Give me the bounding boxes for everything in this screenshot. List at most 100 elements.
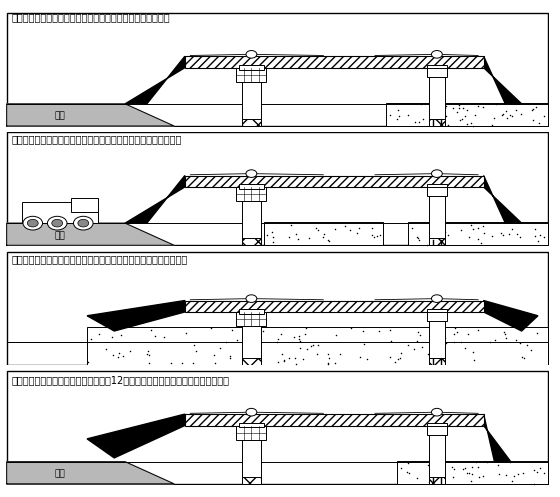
Point (386, 111, 395, 119)
Point (225, 352, 234, 360)
Point (319, 233, 328, 241)
Point (441, 339, 450, 347)
Point (439, 326, 448, 333)
Point (423, 461, 432, 469)
Point (468, 463, 477, 471)
Bar (87, 327, 548, 364)
Bar (185, 414, 484, 425)
Point (413, 474, 422, 482)
Circle shape (246, 170, 257, 177)
Text: 第一步：栈桥安装就绪，允许车辆通过，准备桥下仰拱作业。: 第一步：栈桥安装就绪，允许车辆通过，准备桥下仰拱作业。 (11, 12, 170, 22)
Point (516, 339, 525, 347)
Polygon shape (484, 301, 538, 331)
Point (498, 110, 507, 118)
Point (372, 232, 381, 240)
Point (396, 464, 405, 472)
Point (241, 346, 250, 354)
Bar (430, 119, 445, 126)
Point (489, 114, 498, 122)
Bar (430, 68, 445, 126)
Point (356, 353, 365, 361)
Point (413, 233, 422, 241)
Point (390, 358, 399, 366)
Polygon shape (125, 56, 185, 104)
Polygon shape (7, 104, 174, 126)
Bar (239, 65, 264, 70)
Circle shape (246, 409, 257, 416)
Point (268, 233, 277, 241)
Point (517, 353, 526, 361)
Polygon shape (87, 301, 185, 331)
Point (232, 336, 241, 344)
Point (486, 338, 494, 346)
Point (501, 334, 510, 342)
Point (488, 121, 497, 129)
Point (394, 112, 403, 120)
Point (352, 229, 361, 237)
Point (302, 324, 311, 332)
Point (473, 327, 482, 334)
Point (414, 329, 423, 336)
Point (144, 359, 153, 367)
Bar (396, 461, 548, 484)
Point (403, 111, 412, 119)
Point (404, 470, 413, 478)
Bar (242, 425, 261, 484)
Point (436, 227, 445, 235)
Point (287, 221, 296, 229)
Point (528, 105, 537, 113)
Point (324, 359, 333, 367)
Point (474, 464, 483, 472)
Bar (264, 222, 383, 245)
Bar (242, 477, 261, 484)
Point (441, 102, 450, 110)
Point (367, 231, 376, 239)
Point (323, 350, 332, 358)
Point (102, 345, 111, 353)
Point (519, 469, 528, 477)
Bar (236, 187, 267, 201)
Point (483, 458, 492, 466)
Circle shape (52, 219, 63, 227)
Point (433, 356, 442, 364)
Point (498, 231, 507, 239)
Point (319, 230, 328, 238)
Point (515, 233, 524, 241)
Point (313, 226, 322, 234)
Text: 碴堆: 碴堆 (54, 231, 66, 240)
Point (473, 235, 482, 243)
Point (395, 354, 404, 362)
Bar (236, 425, 267, 440)
Text: 碴堆: 碴堆 (54, 469, 66, 479)
Point (535, 464, 544, 472)
Circle shape (431, 295, 442, 302)
Point (159, 332, 168, 340)
Point (440, 472, 449, 480)
Point (109, 351, 118, 359)
Point (442, 112, 451, 120)
Point (404, 459, 413, 467)
Bar (430, 239, 445, 245)
Point (393, 355, 402, 363)
Point (359, 327, 368, 335)
Point (530, 232, 539, 240)
Point (181, 329, 190, 337)
Point (540, 233, 549, 241)
Point (285, 233, 294, 241)
Point (449, 104, 458, 112)
Point (438, 101, 447, 109)
Point (276, 330, 285, 338)
Point (86, 335, 95, 343)
Point (528, 116, 537, 124)
Bar (236, 68, 267, 82)
Point (428, 108, 437, 116)
Point (166, 359, 175, 367)
Point (515, 325, 524, 333)
Point (419, 115, 428, 123)
Bar (242, 239, 261, 245)
Point (459, 465, 468, 473)
Point (469, 122, 478, 130)
Circle shape (78, 219, 88, 227)
Point (422, 241, 431, 249)
Point (324, 354, 333, 362)
